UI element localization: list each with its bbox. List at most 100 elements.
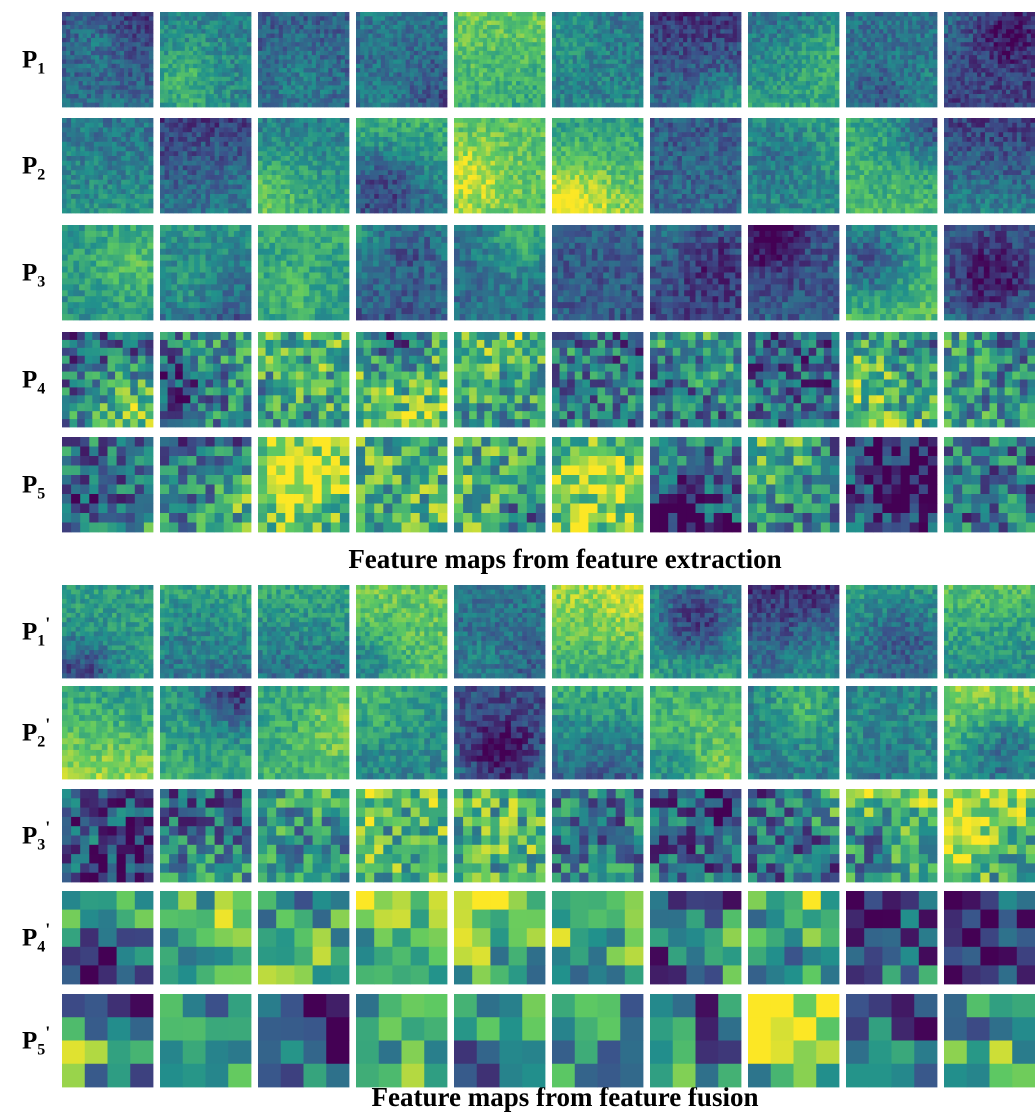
feature-cell bbox=[193, 72, 198, 77]
feature-cell bbox=[385, 12, 390, 17]
feature-cell bbox=[512, 77, 517, 82]
feature-cell bbox=[533, 25, 538, 30]
feature-cell bbox=[471, 42, 476, 47]
feature-cell bbox=[524, 72, 529, 77]
feature-cell bbox=[389, 90, 394, 95]
feature-cell bbox=[827, 55, 832, 60]
feature-cell bbox=[74, 21, 79, 26]
feature-cell bbox=[262, 64, 267, 69]
feature-cell bbox=[181, 90, 186, 95]
feature-cell bbox=[658, 12, 663, 17]
feature-cell bbox=[120, 60, 125, 65]
feature-cell bbox=[933, 60, 938, 65]
feature-cell bbox=[1018, 29, 1023, 34]
feature-cell bbox=[66, 81, 71, 86]
feature-cell bbox=[528, 21, 533, 26]
feature-cell bbox=[756, 64, 761, 69]
feature-cell bbox=[875, 29, 880, 34]
feature-cell bbox=[145, 42, 150, 47]
feature-cell bbox=[177, 77, 182, 82]
feature-cell bbox=[71, 137, 76, 142]
feature-map bbox=[454, 12, 545, 107]
feature-cell bbox=[422, 81, 427, 86]
feature-cell bbox=[822, 51, 827, 56]
feature-cell bbox=[981, 64, 986, 69]
feature-cell bbox=[422, 103, 427, 108]
feature-cell bbox=[990, 85, 995, 90]
feature-cell bbox=[393, 72, 398, 77]
feature-cell bbox=[462, 55, 467, 60]
feature-cell bbox=[103, 81, 108, 86]
feature-cell bbox=[139, 123, 144, 128]
feature-cell bbox=[328, 12, 333, 17]
feature-cell bbox=[466, 21, 471, 26]
feature-cell bbox=[172, 72, 177, 77]
feature-cell bbox=[422, 64, 427, 69]
feature-cell bbox=[487, 81, 492, 86]
feature-cell bbox=[124, 72, 129, 77]
feature-cell bbox=[1018, 34, 1023, 39]
feature-cell bbox=[495, 64, 500, 69]
feature-cell bbox=[904, 64, 909, 69]
feature-cell bbox=[112, 21, 117, 26]
feature-cell bbox=[904, 85, 909, 90]
feature-cell bbox=[312, 21, 317, 26]
feature-cell bbox=[867, 77, 872, 82]
feature-cell bbox=[1010, 77, 1015, 82]
feature-cell bbox=[1002, 16, 1007, 21]
feature-cell bbox=[961, 81, 966, 86]
feature-cell bbox=[91, 94, 96, 99]
feature-cell bbox=[304, 94, 309, 99]
feature-cell bbox=[1023, 72, 1028, 77]
feature-cell bbox=[299, 25, 304, 30]
feature-cell bbox=[564, 72, 569, 77]
feature-cell bbox=[994, 25, 999, 30]
feature-cell bbox=[552, 81, 557, 86]
feature-cell bbox=[708, 38, 713, 43]
feature-cell bbox=[193, 55, 198, 60]
feature-cell bbox=[560, 77, 565, 82]
feature-cell bbox=[704, 34, 709, 39]
feature-cell bbox=[912, 34, 917, 39]
feature-cell bbox=[789, 72, 794, 77]
feature-cell bbox=[985, 94, 990, 99]
feature-cell bbox=[410, 21, 415, 26]
feature-cell bbox=[969, 81, 974, 86]
feature-cell bbox=[435, 34, 440, 39]
feature-cell bbox=[149, 12, 154, 17]
feature-cell bbox=[564, 85, 569, 90]
feature-cell bbox=[760, 34, 765, 39]
feature-cell bbox=[135, 147, 140, 152]
feature-cell bbox=[556, 25, 561, 30]
feature-cell bbox=[639, 51, 644, 56]
feature-cell bbox=[687, 34, 692, 39]
feature-cell bbox=[858, 72, 863, 77]
feature-cell bbox=[908, 98, 913, 103]
feature-cell bbox=[622, 103, 627, 108]
feature-cell bbox=[863, 94, 868, 99]
feature-cell bbox=[622, 98, 627, 103]
feature-cell bbox=[581, 42, 586, 47]
feature-cell bbox=[99, 85, 104, 90]
feature-cell bbox=[275, 47, 280, 52]
feature-cell bbox=[275, 21, 280, 26]
feature-cell bbox=[74, 72, 79, 77]
feature-cell bbox=[537, 34, 542, 39]
feature-cell bbox=[671, 77, 676, 82]
feature-cell bbox=[593, 21, 598, 26]
feature-cell bbox=[87, 94, 92, 99]
feature-cell bbox=[270, 16, 275, 21]
feature-cell bbox=[883, 103, 888, 108]
feature-cell bbox=[504, 81, 509, 86]
feature-cell bbox=[258, 55, 263, 60]
feature-cell bbox=[700, 12, 705, 17]
feature-cell bbox=[406, 16, 411, 21]
feature-cell bbox=[581, 94, 586, 99]
feature-cell bbox=[789, 90, 794, 95]
feature-cell bbox=[337, 25, 342, 30]
feature-cell bbox=[850, 103, 855, 108]
feature-cell bbox=[1018, 25, 1023, 30]
feature-cell bbox=[243, 25, 248, 30]
feature-cell bbox=[564, 21, 569, 26]
feature-cell bbox=[308, 94, 313, 99]
